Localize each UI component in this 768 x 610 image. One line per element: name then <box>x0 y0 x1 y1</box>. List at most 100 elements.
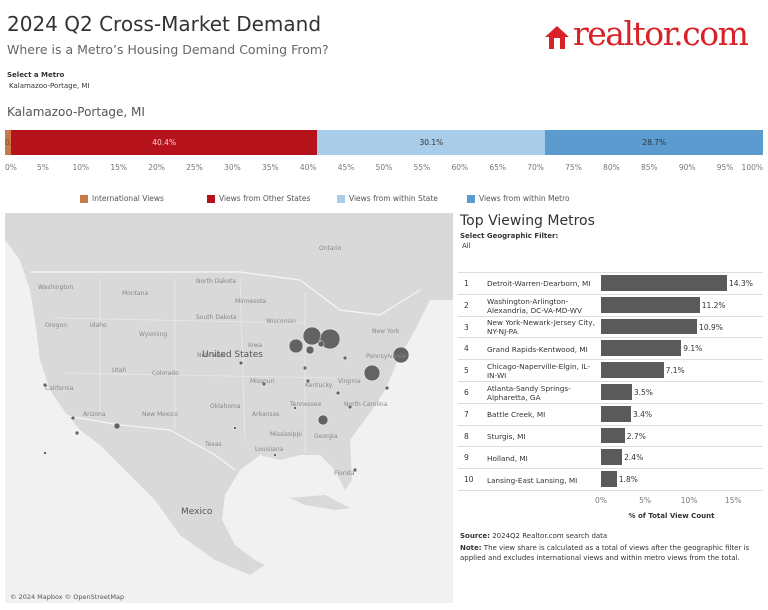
value-label: 40.4% <box>152 138 177 147</box>
map-bubble[interactable] <box>352 467 358 473</box>
legend-swatch <box>467 195 475 203</box>
note-text: The view share is calculated as a total … <box>460 544 750 562</box>
x-tick-label: 40% <box>299 163 317 172</box>
legend-label: Views from within State <box>349 194 438 203</box>
map-bubble[interactable] <box>273 453 277 457</box>
map-bubble[interactable] <box>384 385 390 391</box>
map-label: Nebraska <box>197 352 226 359</box>
map-bubble[interactable] <box>43 451 47 455</box>
legend-label: International Views <box>92 194 164 203</box>
map-label: Ontario <box>319 245 342 252</box>
metro-name[interactable]: Sturgis, MI <box>487 431 526 441</box>
bar-segment <box>545 130 763 155</box>
map-bubble[interactable] <box>317 414 329 426</box>
map-bubble[interactable] <box>288 338 304 354</box>
logo-icon <box>545 26 569 49</box>
metro-name[interactable]: Chicago-Naperville-Elgin, IL-IN-WI <box>487 362 590 381</box>
row-rule <box>458 272 763 273</box>
metro-name[interactable]: Detroit-Warren-Dearborn, MI <box>487 279 591 289</box>
metro-name[interactable]: New York-Newark-Jersey City, NY-NJ-PA <box>487 318 595 337</box>
x-tick-label: 20% <box>148 163 165 172</box>
map-bubble[interactable] <box>392 346 410 364</box>
x-tick-label: 25% <box>186 163 203 172</box>
map-label: Pennsylvania <box>366 353 406 360</box>
legend-label: Views from Other States <box>219 194 311 203</box>
rank: 1 <box>464 279 469 288</box>
metro-name[interactable]: Battle Creek, MI <box>487 410 546 420</box>
rank: 5 <box>464 366 469 376</box>
map-label: Texas <box>205 441 222 448</box>
metros-title: Top Viewing Metros <box>460 213 595 229</box>
value-label: 2.4% <box>624 453 644 463</box>
map-label: Tennessee <box>290 401 322 408</box>
map-bubble[interactable] <box>293 406 297 410</box>
x-tick-label: 15% <box>724 496 742 505</box>
metro-name[interactable]: Holland, MI <box>487 453 528 463</box>
bar-segment <box>11 130 318 155</box>
geo-filter-label: Select Geographic Filter: <box>460 232 559 240</box>
subtitle: Where is a Metro’s Housing Demand Coming… <box>7 42 329 57</box>
map-label: Oklahoma <box>210 403 241 410</box>
map-bubble[interactable] <box>238 360 244 366</box>
map-label: Mississippi <box>270 431 302 438</box>
x-tick-label: 100% <box>741 163 763 172</box>
map-label: Missouri <box>250 378 275 385</box>
map-label: Iowa <box>248 342 263 349</box>
map-attribution: © 2024 Mapbox © OpenStreetMap <box>10 593 125 601</box>
metro-name[interactable]: Grand Rapids-Kentwood, MI <box>487 344 588 354</box>
rank: 2 <box>464 300 469 310</box>
map-bubble[interactable] <box>363 364 381 382</box>
x-tick-label: 65% <box>489 163 507 172</box>
bar <box>601 340 682 357</box>
map-bubble[interactable] <box>319 328 341 350</box>
value-label: 11.2% <box>701 300 726 310</box>
value-label: 14.3% <box>729 279 753 288</box>
map-label: Idaho <box>90 322 107 329</box>
rank: 3 <box>464 322 469 332</box>
map-bubble[interactable] <box>302 365 308 371</box>
row-rule <box>458 424 763 426</box>
bar-segment <box>5 130 12 155</box>
x-tick-label: 10% <box>72 163 90 172</box>
map-label: California <box>45 385 74 392</box>
map-label: Colorado <box>152 370 179 377</box>
bar <box>601 471 617 487</box>
map-bubble[interactable] <box>335 390 341 396</box>
x-tick-label: 0% <box>595 496 607 505</box>
map-label: Arkansas <box>252 411 280 418</box>
metro-name[interactable]: Washington-Arlington-Alexandria, DC-VA-M… <box>487 296 582 315</box>
map-bubble[interactable] <box>261 381 267 387</box>
value-label: 28.7% <box>642 138 667 147</box>
x-tick-label: 60% <box>451 163 469 172</box>
legend-swatch <box>337 195 345 203</box>
x-tick-label: 80% <box>603 163 620 172</box>
map-bubble[interactable] <box>113 422 121 430</box>
map-bubble[interactable] <box>233 426 237 430</box>
value-label: 3.4% <box>632 409 653 419</box>
map-bubble[interactable] <box>347 404 353 410</box>
row-rule <box>458 337 763 339</box>
metro-name[interactable]: Lansing-East Lansing, MI <box>487 475 578 485</box>
title: 2024 Q2 Cross-Market Demand <box>7 12 322 36</box>
logo: realtor.com <box>573 14 749 53</box>
map-label: Louisiana <box>255 446 284 453</box>
map-bubble[interactable] <box>342 355 348 361</box>
map-bubble[interactable] <box>42 382 48 388</box>
note-label: Note: <box>460 544 482 552</box>
map-bubble[interactable] <box>70 415 76 421</box>
value-label: 1.8% <box>618 475 638 485</box>
filter-value[interactable]: Kalamazoo-Portage, MI <box>9 82 90 90</box>
map-bubble[interactable] <box>305 378 311 384</box>
map-bubble[interactable] <box>74 430 80 436</box>
geo-filter-value[interactable]: All <box>462 242 471 250</box>
rank: 7 <box>464 409 469 419</box>
rank: 10 <box>464 475 474 485</box>
map-label: North Dakota <box>196 278 236 285</box>
metro-name[interactable]: Atlanta-Sandy Springs-Alpharetta, GA <box>487 383 571 402</box>
x-tick-label: 70% <box>527 163 544 172</box>
map-bubble[interactable] <box>305 345 315 355</box>
bar <box>601 405 631 422</box>
map-label: Wyoming <box>139 331 168 338</box>
map-bubble[interactable] <box>317 340 325 348</box>
